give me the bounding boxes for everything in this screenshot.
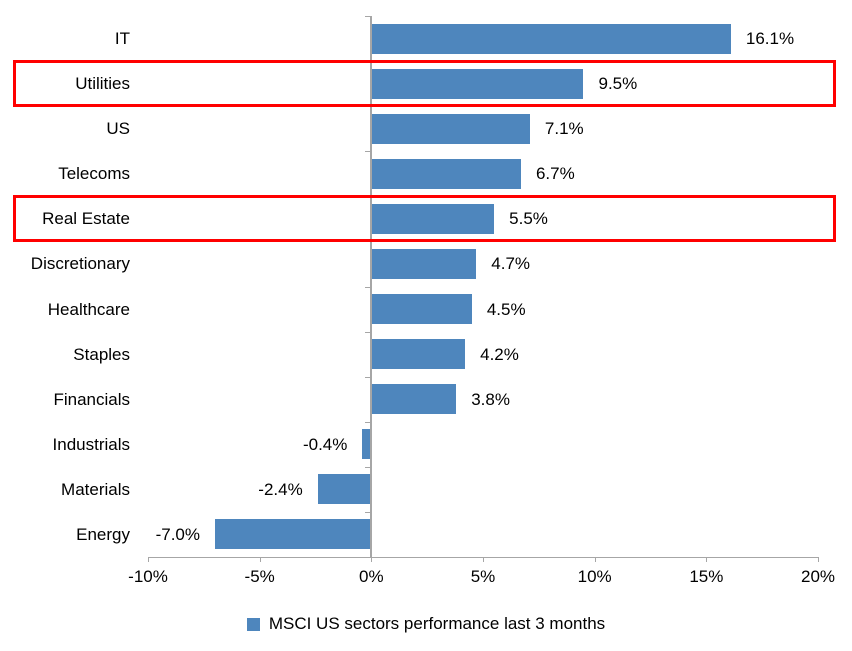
bar bbox=[317, 474, 372, 505]
value-label: 7.1% bbox=[544, 119, 584, 139]
x-tick-label: 15% bbox=[689, 567, 724, 586]
value-label: 6.7% bbox=[535, 164, 575, 184]
x-tick-label: 0% bbox=[359, 567, 384, 586]
category-label: Financials bbox=[53, 389, 130, 409]
y-axis-line bbox=[370, 16, 373, 557]
bar bbox=[362, 429, 372, 460]
bar bbox=[371, 68, 584, 99]
x-axis-tick bbox=[594, 557, 596, 562]
value-label: 4.5% bbox=[486, 299, 526, 319]
bar bbox=[371, 248, 477, 279]
category-label: US bbox=[106, 119, 130, 139]
value-label: -2.4% bbox=[258, 479, 303, 499]
x-tick-label: 10% bbox=[577, 567, 612, 586]
legend: MSCI US sectors performance last 3 month… bbox=[0, 610, 852, 638]
y-axis-tick bbox=[365, 376, 371, 378]
x-tick-label: 20% bbox=[800, 567, 836, 586]
category-label: Discretionary bbox=[30, 254, 130, 274]
y-axis-tick bbox=[365, 511, 371, 513]
category-label: Energy bbox=[76, 524, 130, 544]
value-label: -0.4% bbox=[302, 434, 348, 454]
y-axis-tick bbox=[365, 421, 371, 423]
bar bbox=[215, 519, 372, 550]
value-label: 16.1% bbox=[745, 29, 795, 48]
value-label: 9.5% bbox=[598, 74, 638, 94]
category-label: Utilities bbox=[75, 74, 130, 94]
value-label: -7.0% bbox=[155, 524, 200, 544]
bar bbox=[371, 113, 530, 144]
category-label: Healthcare bbox=[47, 299, 130, 319]
highlight-box bbox=[13, 60, 836, 108]
bar bbox=[371, 23, 731, 54]
y-axis-tick bbox=[365, 151, 371, 153]
y-axis-tick bbox=[365, 286, 371, 288]
value-label: 3.8% bbox=[471, 389, 510, 409]
y-axis-tick bbox=[365, 331, 371, 333]
legend-swatch-icon bbox=[246, 617, 260, 631]
y-axis-tick bbox=[365, 16, 371, 17]
legend-label: MSCI US sectors performance last 3 month… bbox=[268, 614, 606, 633]
category-label: Real Estate bbox=[42, 209, 130, 229]
value-label: 5.5% bbox=[509, 209, 548, 229]
bar bbox=[371, 158, 521, 189]
category-label: Staples bbox=[73, 344, 130, 364]
category-label: Materials bbox=[61, 479, 130, 499]
x-axis-tick bbox=[371, 557, 373, 562]
bar bbox=[371, 294, 472, 325]
x-tick-label: -10% bbox=[128, 567, 168, 586]
x-axis-tick bbox=[483, 557, 484, 562]
x-axis-tick bbox=[706, 557, 708, 562]
y-axis-tick bbox=[365, 466, 371, 468]
value-label: 4.7% bbox=[491, 254, 531, 274]
x-tick-label: 5% bbox=[470, 567, 496, 586]
category-label: IT bbox=[114, 29, 130, 48]
x-axis-tick bbox=[818, 557, 819, 562]
x-tick-label: -5% bbox=[244, 567, 275, 586]
x-axis-tick bbox=[148, 557, 149, 562]
bar bbox=[371, 384, 457, 415]
bar bbox=[371, 203, 495, 234]
x-axis-tick bbox=[259, 557, 261, 562]
category-label: Telecoms bbox=[58, 164, 130, 184]
value-label: 4.2% bbox=[480, 344, 519, 364]
highlight-box bbox=[13, 195, 836, 243]
bar bbox=[371, 339, 466, 370]
category-label: Industrials bbox=[52, 434, 130, 454]
